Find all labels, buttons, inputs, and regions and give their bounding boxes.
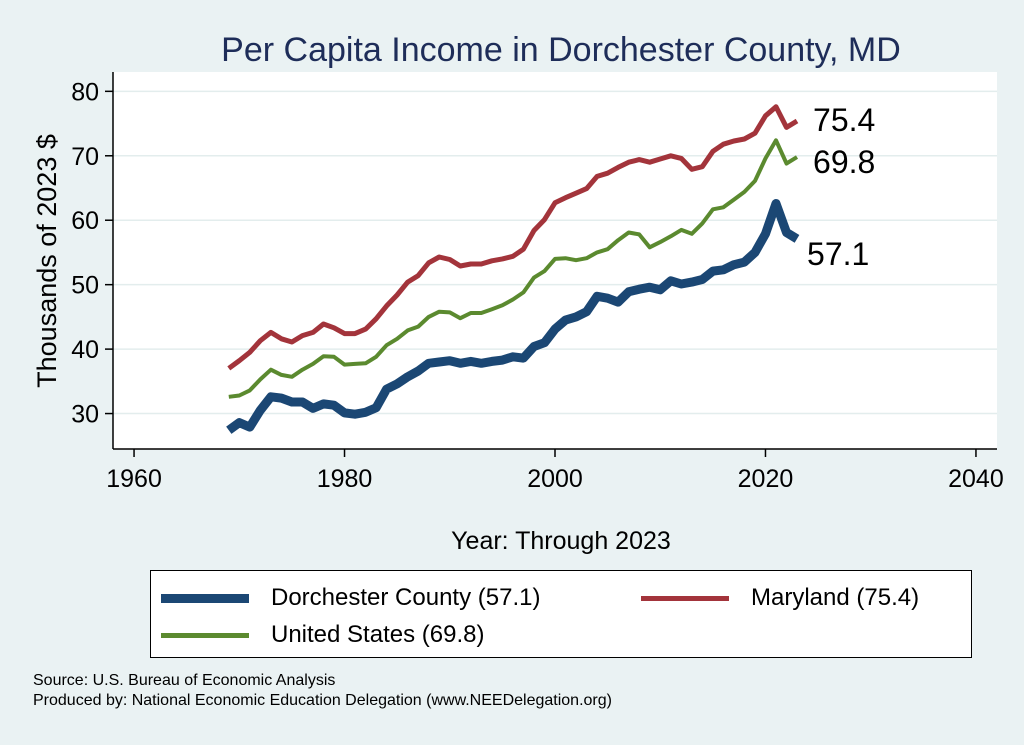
series-line-dorchester — [226, 199, 800, 434]
end-label-dorchester: 57.1 — [807, 236, 869, 272]
legend-swatch-united-states — [161, 632, 249, 638]
legend: Dorchester County (57.1) Maryland (75.4)… — [150, 570, 972, 658]
legend-item-maryland: Maryland (75.4) — [641, 584, 919, 612]
axes: 30 40 50 60 70 80 1960 1980 2000 2020 2040 — [71, 72, 1004, 493]
y-tick-label-70: 70 — [71, 143, 99, 171]
end-labels: 75.4 69.8 57.1 — [807, 102, 875, 272]
end-label-maryland: 75.4 — [813, 102, 875, 138]
y-tick-label-50: 50 — [71, 272, 99, 300]
x-tick-label-2020: 2020 — [738, 465, 794, 493]
x-tick-label-2040: 2040 — [948, 465, 1004, 493]
legend-item-united-states: United States (69.8) — [161, 621, 484, 649]
legend-label-maryland: Maryland (75.4) — [751, 584, 920, 611]
series-lines — [226, 104, 800, 434]
legend-swatch-maryland — [641, 595, 729, 601]
y-tick-label-80: 80 — [71, 78, 99, 106]
series-line-united-states — [228, 138, 799, 399]
legend-label-dorchester: Dorchester County (57.1) — [271, 584, 541, 611]
y-tick-label-60: 60 — [71, 207, 99, 235]
legend-item-dorchester: Dorchester County (57.1) — [161, 584, 540, 612]
x-axis-title: Year: Through 2023 — [451, 527, 671, 555]
legend-swatch-dorchester — [161, 593, 249, 603]
x-tick-label-1980: 1980 — [317, 465, 373, 493]
x-tick-label-1960: 1960 — [106, 465, 162, 493]
source-note: Source: U.S. Bureau of Economic Analysis — [33, 672, 336, 689]
end-label-united-states: 69.8 — [813, 144, 875, 180]
y-axis-title: Thousands of 2023 $ — [32, 134, 62, 388]
series-line-maryland — [227, 104, 799, 371]
chart-title: Per Capita Income in Dorchester County, … — [221, 31, 901, 69]
produced-by-note: Produced by: National Economic Education… — [33, 692, 612, 709]
y-tick-label-40: 40 — [71, 336, 99, 364]
x-tick-label-2000: 2000 — [527, 465, 583, 493]
legend-label-united-states: United States (69.8) — [271, 621, 485, 648]
y-tick-label-30: 30 — [71, 401, 99, 429]
